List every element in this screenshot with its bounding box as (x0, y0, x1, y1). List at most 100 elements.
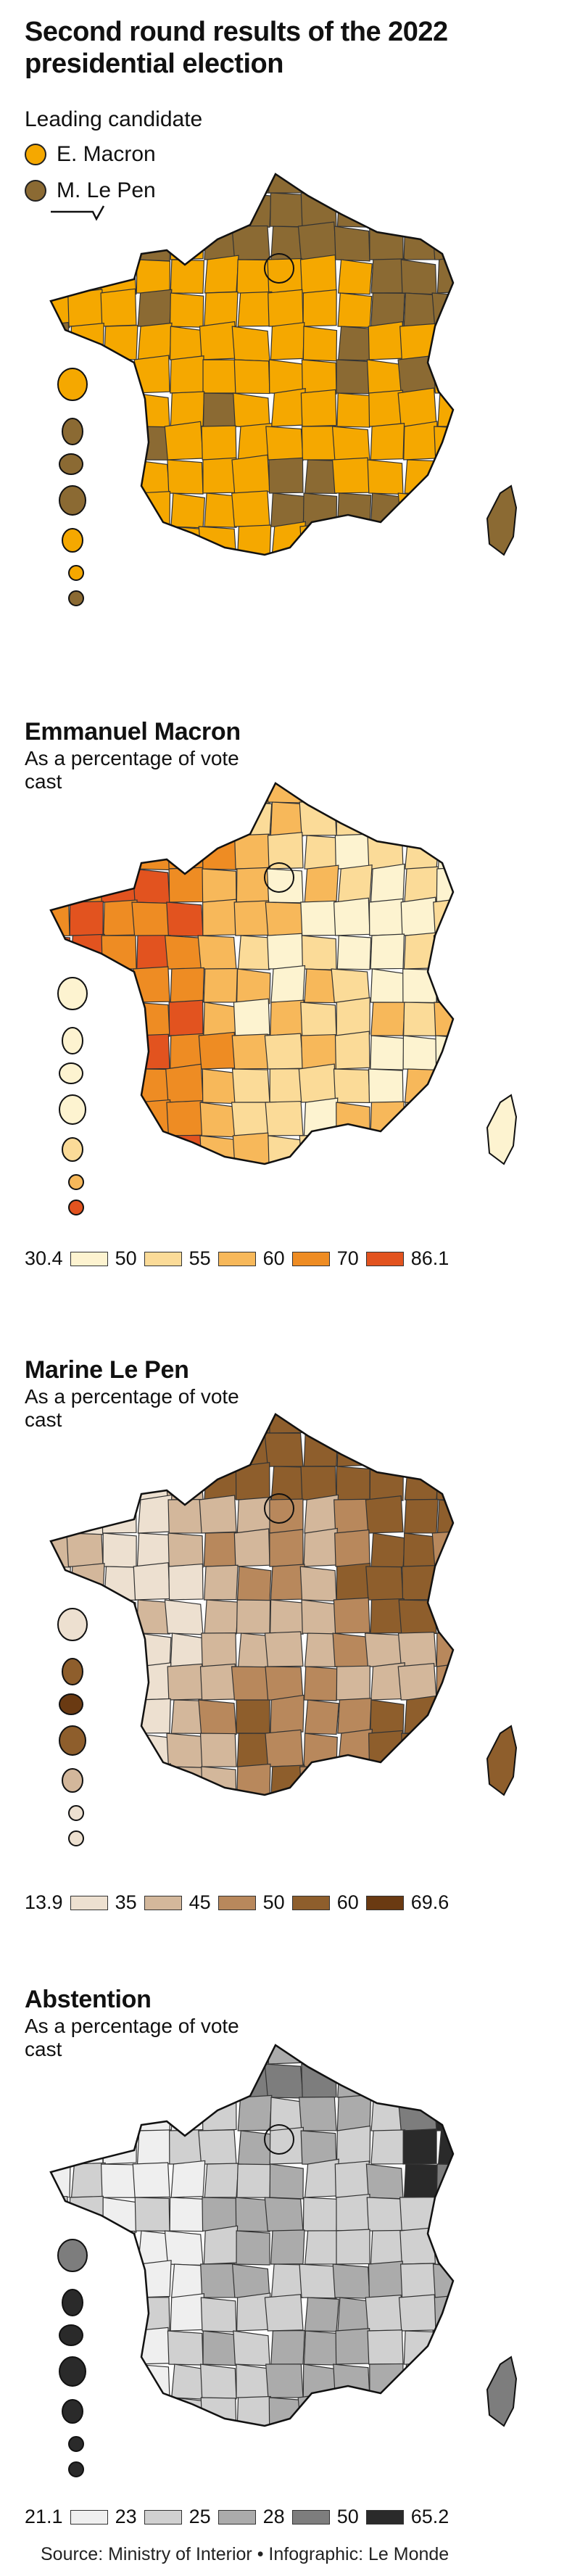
department-shape (231, 2045, 270, 2065)
department-shape (205, 1799, 239, 1833)
department-shape (402, 2129, 437, 2165)
department-shape (70, 933, 105, 970)
department-shape (198, 2063, 237, 2098)
department-shape (332, 2263, 370, 2299)
overseas-territory (57, 2239, 88, 2272)
department-shape (236, 192, 272, 228)
department-shape (298, 1063, 337, 1103)
department-shape (368, 526, 404, 555)
department-shape (331, 426, 370, 461)
department-shape (133, 1033, 170, 1070)
scale-swatch (291, 1251, 330, 1266)
department-shape (366, 2197, 404, 2232)
overseas-territory (59, 453, 83, 475)
department-shape (99, 868, 137, 904)
department-shape (70, 1563, 105, 1601)
department-shape (404, 801, 439, 838)
department-shape (403, 225, 438, 260)
department-shape (201, 425, 237, 461)
department-shape (167, 1532, 204, 1568)
department-shape (334, 1529, 370, 1567)
department-shape (299, 1566, 337, 1602)
department-shape (166, 1733, 204, 1768)
department-shape (137, 1494, 173, 1534)
department-shape (137, 289, 173, 327)
department-shape (165, 796, 204, 836)
department-shape (270, 321, 305, 360)
department-shape (102, 1002, 137, 1038)
department-shape (268, 2397, 304, 2426)
department-shape (270, 1764, 305, 1795)
department-shape (300, 900, 337, 936)
department-shape (268, 1169, 303, 1204)
department-shape (398, 1599, 437, 1634)
department-shape (301, 783, 337, 804)
department-shape (137, 1429, 173, 1467)
department-shape (370, 258, 406, 294)
department-shape (332, 1632, 370, 1669)
department-shape (397, 387, 437, 427)
scale-swatch (365, 1251, 404, 1266)
department-shape (437, 1562, 453, 1601)
department-shape (403, 1102, 439, 1138)
department-shape (301, 935, 337, 970)
overseas-territory (59, 485, 86, 516)
department-shape (200, 2297, 237, 2333)
department-shape (399, 2263, 437, 2298)
department-shape (201, 1766, 237, 1795)
department-shape (336, 1102, 370, 1138)
department-shape (370, 1699, 405, 1735)
department-shape (304, 2230, 339, 2265)
section-title-abstention: Abstention (25, 1986, 152, 2013)
overseas-territory (59, 1062, 83, 1084)
department-shape (134, 2297, 170, 2332)
department-shape (299, 2263, 337, 2299)
department-shape (434, 455, 453, 494)
department-shape (368, 321, 404, 360)
department-shape (169, 326, 204, 362)
color-scale-abstention: 21.1 23 25 28 50 65.2 (25, 2506, 449, 2528)
department-shape (199, 1495, 237, 1534)
department-shape (198, 554, 237, 555)
department-shape (434, 1068, 453, 1105)
department-shape (336, 935, 372, 970)
department-shape (297, 221, 337, 260)
department-shape (433, 2230, 453, 2266)
department-shape (331, 968, 370, 1004)
department-shape (265, 1666, 304, 1701)
department-shape (302, 289, 337, 327)
department-shape (236, 1599, 271, 1634)
department-shape (270, 1599, 304, 1635)
page-title: Second round results of the 2022 preside… (25, 17, 448, 79)
department-shape (333, 897, 370, 936)
department-shape (236, 2364, 270, 2400)
department-shape (199, 321, 237, 360)
department-shape (366, 2393, 404, 2426)
department-shape (433, 935, 453, 970)
department-shape (336, 1665, 370, 1701)
department-shape (133, 2327, 170, 2365)
legend-label-lepen: M. Le Pen (57, 178, 156, 202)
department-shape (51, 935, 71, 970)
department-shape (203, 1532, 239, 1567)
department-shape (237, 783, 273, 804)
department-shape (270, 1694, 304, 1734)
department-shape (51, 1566, 71, 1601)
overseas-territory (62, 418, 83, 445)
department-shape (399, 2226, 437, 2265)
overseas-territory (68, 1174, 84, 1190)
department-shape (269, 1797, 303, 1833)
scale-swatch (70, 2509, 108, 2525)
department-shape (336, 2229, 370, 2265)
department-shape (51, 1499, 71, 1534)
legend-label-macron: E. Macron (57, 142, 156, 166)
department-shape (298, 2096, 337, 2131)
color-scale-lepen: 13.9 35 45 50 60 69.6 (25, 1891, 449, 1914)
scale-swatch (365, 2509, 404, 2525)
overseas-territory (57, 977, 88, 1010)
overseas-territory (62, 1137, 83, 1162)
overseas-territory (68, 1200, 84, 1215)
department-shape (268, 1135, 304, 1164)
department-shape (433, 897, 453, 936)
department-shape (365, 1495, 404, 1534)
